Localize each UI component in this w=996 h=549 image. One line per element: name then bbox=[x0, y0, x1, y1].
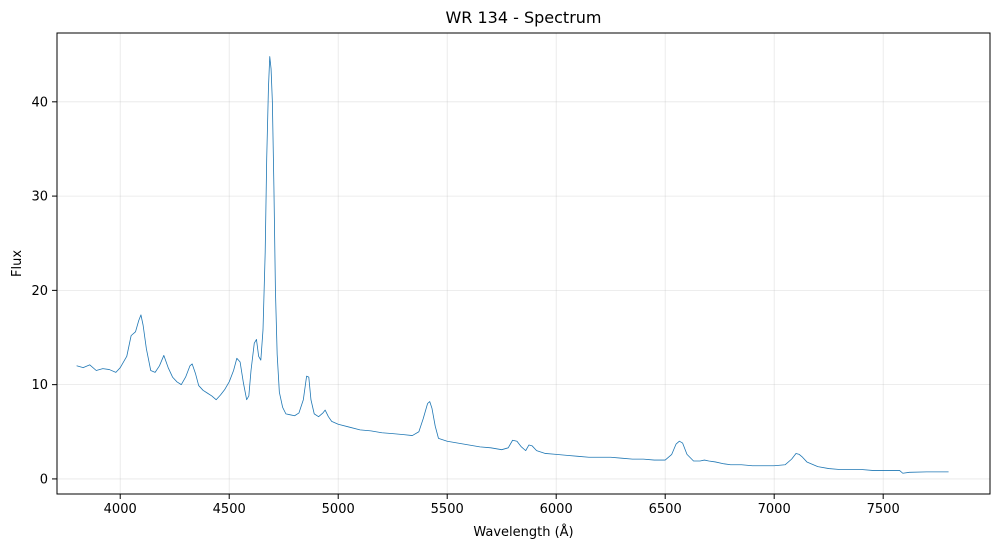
x-tick-label: 6000 bbox=[540, 502, 573, 517]
series-layer bbox=[76, 56, 949, 474]
chart-title: WR 134 - Spectrum bbox=[445, 8, 601, 27]
spectrum-line bbox=[76, 56, 949, 474]
x-axis-label: Wavelength (Å) bbox=[473, 524, 573, 540]
y-tick-label: 10 bbox=[31, 378, 48, 393]
grid-lines bbox=[57, 33, 990, 494]
x-axis-ticks: 4000 4500 5000 5500 6000 6500 7000 7500 bbox=[104, 494, 900, 517]
x-tick-label: 7500 bbox=[867, 502, 900, 517]
plot-area-frame bbox=[56, 32, 991, 495]
y-axis-ticks: 0 10 20 30 40 bbox=[31, 95, 57, 487]
x-tick-label: 6500 bbox=[649, 502, 682, 517]
x-tick-label: 5500 bbox=[431, 502, 464, 517]
x-tick-label: 4500 bbox=[213, 502, 246, 517]
x-tick-label: 4000 bbox=[104, 502, 137, 517]
y-tick-label: 0 bbox=[40, 472, 48, 487]
y-tick-label: 30 bbox=[31, 190, 48, 205]
y-tick-label: 40 bbox=[31, 95, 48, 110]
y-tick-label: 20 bbox=[31, 284, 48, 299]
x-tick-label: 7000 bbox=[758, 502, 791, 517]
x-tick-label: 5000 bbox=[322, 502, 355, 517]
y-axis-label: Flux bbox=[10, 250, 25, 277]
